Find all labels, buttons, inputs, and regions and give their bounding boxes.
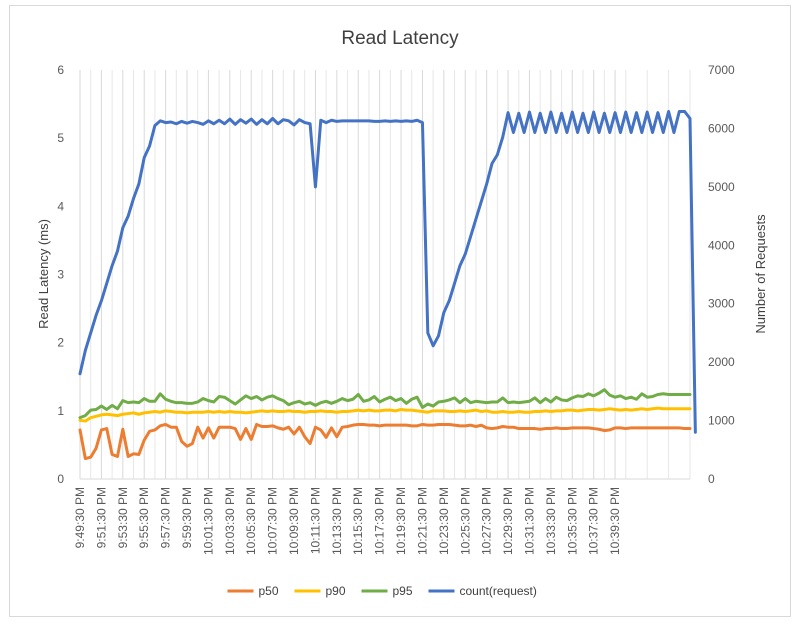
x-tick-label: 10:31:30 PM — [522, 487, 536, 555]
x-tick-label: 9:59:30 PM — [180, 487, 194, 548]
x-tick-label: 9:55:30 PM — [137, 487, 151, 548]
chart-title: Read Latency — [341, 28, 459, 49]
series-line-count-request — [78, 109, 697, 434]
x-tick-label: 10:19:30 PM — [394, 487, 408, 555]
left-tick-label: 0 — [57, 472, 64, 486]
x-tick-label: 9:51:30 PM — [94, 487, 108, 548]
x-tick-label: 9:53:30 PM — [116, 487, 130, 548]
x-tick-label: 10:29:30 PM — [501, 487, 515, 555]
right-tick-label: 2000 — [708, 355, 735, 369]
x-tick-label: 9:57:30 PM — [159, 487, 173, 548]
legend-label-p90: p90 — [326, 584, 346, 598]
left-tick-label: 6 — [57, 63, 64, 77]
x-tick-label: 10:03:30 PM — [223, 487, 237, 555]
right-tick-label: 6000 — [708, 121, 735, 135]
x-axis: 9:49:30 PM 9:51:30 PM 9:53:30 PM 9:55:30 PM… — [73, 487, 622, 555]
right-tick-label: 1000 — [708, 414, 735, 428]
legend-label-count-request: count(request) — [460, 584, 537, 598]
legend-label-p95: p95 — [393, 584, 413, 598]
legend: p50 p90 p95 count(request) — [227, 584, 537, 598]
x-tick-label: 10:23:30 PM — [437, 487, 451, 555]
x-tick-label: 10:11:30 PM — [308, 487, 322, 554]
series-layer — [78, 109, 697, 461]
left-tick-label: 2 — [57, 336, 64, 350]
x-tick-label: 10:07:30 PM — [266, 487, 280, 555]
x-tick-label: 10:13:30 PM — [330, 487, 344, 555]
left-tick-label: 1 — [57, 404, 64, 418]
x-tick-label: 10:21:30 PM — [415, 487, 429, 555]
right-tick-label: 0 — [708, 472, 715, 486]
left-tick-label: 3 — [57, 268, 64, 282]
x-tick-label: 10:27:30 PM — [480, 487, 494, 555]
series-line-p50 — [78, 422, 692, 461]
x-tick-label: 10:05:30 PM — [244, 487, 258, 555]
left-axis-title: Read Latency (ms) — [36, 219, 51, 329]
right-tick-label: 5000 — [708, 180, 735, 194]
x-tick-label: 10:17:30 PM — [373, 487, 387, 555]
right-axis-title: Number of Requests — [753, 214, 768, 334]
left-tick-label: 4 — [57, 199, 64, 213]
x-tick-label: 10:01:30 PM — [201, 487, 215, 555]
x-tick-label: 10:25:30 PM — [458, 487, 472, 555]
right-axis: 0 1000 2000 3000 4000 5000 6000 7000 — [708, 63, 735, 486]
x-tick-label: 10:35:30 PM — [565, 487, 579, 555]
right-tick-label: 7000 — [708, 63, 735, 77]
x-tick-label: 10:39:30 PM — [608, 487, 622, 555]
x-tick-label: 10:09:30 PM — [287, 487, 301, 555]
x-tick-label: 10:33:30 PM — [544, 487, 558, 555]
x-tick-label: 9:49:30 PM — [73, 487, 87, 548]
series-line-p90 — [78, 406, 692, 423]
series-line-p95 — [78, 388, 692, 420]
left-tick-label: 5 — [57, 131, 64, 145]
left-axis: 0 1 2 3 4 5 6 — [57, 63, 64, 486]
right-tick-label: 4000 — [708, 238, 735, 252]
right-tick-label: 3000 — [708, 297, 735, 311]
x-tick-label: 10:37:30 PM — [587, 487, 601, 555]
chart-frame — [9, 5, 791, 617]
x-tick-label: 10:15:30 PM — [351, 487, 365, 555]
legend-label-p50: p50 — [259, 584, 279, 598]
